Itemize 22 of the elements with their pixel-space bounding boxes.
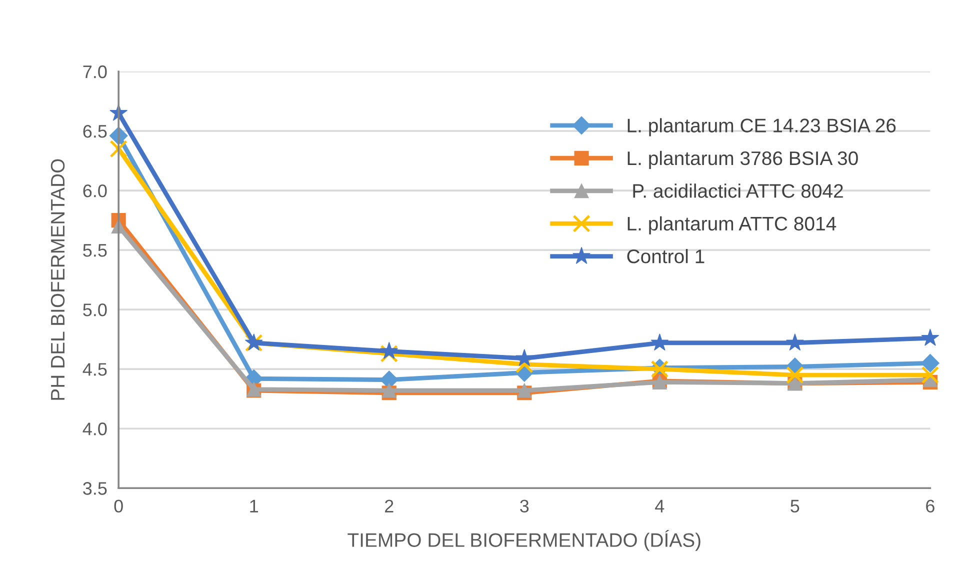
legend-label: L. plantarum 3786 BSIA 30	[628, 150, 858, 169]
x-tick-label: 1	[250, 500, 258, 512]
y-tick-label: 7.0	[83, 65, 107, 78]
legend-label: L. plantarum ATTC 8014	[628, 216, 836, 234]
y-tick-label: 3.5	[83, 482, 107, 495]
y-tick-label: 4.0	[82, 422, 107, 436]
y-axis-title: PH DEL BIOFERMENTADO	[50, 159, 65, 400]
x-tick-label: 4	[655, 500, 664, 512]
legend-label: Control 1	[627, 249, 704, 264]
x-axis-title: TIEMPO DEL BIOFERMENTADO (DÍAS)	[348, 530, 700, 551]
y-tick-label: 4.5	[82, 363, 107, 376]
legend-label: L. plantarum CE 14.23 BSIA 26	[628, 118, 896, 136]
x-tick-label: 3	[520, 500, 529, 512]
x-tick-label: 6	[926, 500, 934, 512]
x-tick-label: 5	[790, 500, 800, 512]
x-tick-label: 0	[114, 500, 123, 512]
y-tick-label: 6.5	[83, 124, 107, 138]
y-tick-label: 5.5	[83, 244, 107, 257]
y-tick-label: 5.0	[83, 304, 107, 316]
x-tick-label: 2	[385, 500, 394, 512]
y-tick-label: 6.0	[83, 184, 107, 198]
legend-label: P. acidilactici ATTC 8042	[633, 184, 843, 198]
